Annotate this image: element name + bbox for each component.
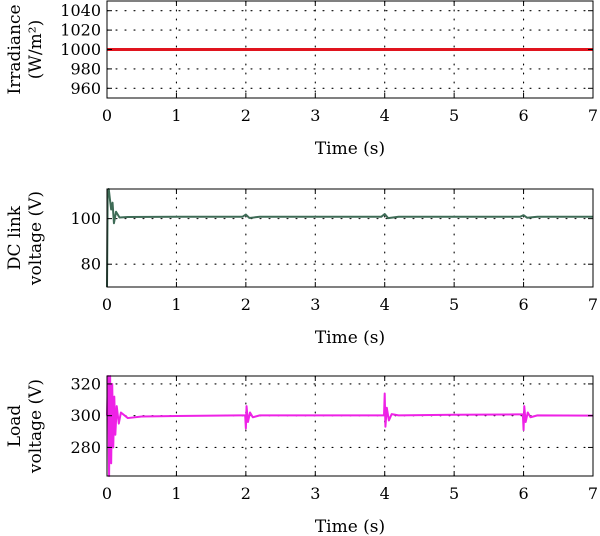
x-tick-label: 0 xyxy=(102,106,112,125)
x-tick-label: 4 xyxy=(380,106,390,125)
x-tick-label: 4 xyxy=(380,484,390,503)
y-axis-label-line: Load xyxy=(5,405,25,448)
x-tick-label: 3 xyxy=(310,106,320,125)
x-tick-label: 6 xyxy=(518,295,528,314)
x-tick-label: 1 xyxy=(171,106,181,125)
y-axis-label-line: Irradiance xyxy=(5,4,25,94)
x-tick-label: 7 xyxy=(588,295,598,314)
y-tick-label: 960 xyxy=(70,79,101,98)
x-tick-label: 0 xyxy=(102,484,112,503)
load-voltage-series-line xyxy=(106,375,594,477)
x-tick-label: 7 xyxy=(588,106,598,125)
y-axis-label-line: voltage (V) xyxy=(26,379,46,474)
x-axis-label: Time (s) xyxy=(315,328,385,348)
y-axis-label: Loadvoltage (V) xyxy=(5,379,46,474)
x-tick-label: 4 xyxy=(380,295,390,314)
y-tick-label: 100 xyxy=(70,209,101,228)
x-tick-label: 2 xyxy=(241,295,251,314)
x-tick-label: 6 xyxy=(518,484,528,503)
x-tick-label: 6 xyxy=(518,106,528,125)
x-tick-label: 1 xyxy=(171,484,181,503)
y-tick-label: 320 xyxy=(70,374,101,393)
y-tick-label: 1020 xyxy=(60,21,101,40)
y-axis-label-line: (W/m²) xyxy=(26,20,46,79)
y-axis-label: Irradiance(W/m²) xyxy=(5,4,46,94)
x-tick-label: 5 xyxy=(449,106,459,125)
dc-link-voltage-series-line xyxy=(106,188,593,288)
plot-frame xyxy=(106,375,594,477)
x-tick-label: 5 xyxy=(449,484,459,503)
x-tick-label: 5 xyxy=(449,295,459,314)
x-axis-label: Time (s) xyxy=(315,139,385,159)
x-axis-label: Time (s) xyxy=(315,517,385,536)
load-voltage-panel: 0 1 2 3 4 5 6 7 280 300 320 Time (s) Loadvoltage (V) xyxy=(5,374,598,536)
y-tick-label: 1040 xyxy=(60,1,101,20)
y-tick-label: 300 xyxy=(70,406,101,425)
plot-frame xyxy=(106,188,594,288)
y-tick-label: 280 xyxy=(70,438,101,457)
x-tick-label: 2 xyxy=(241,106,251,125)
x-tick-label: 0 xyxy=(102,295,112,314)
x-tick-label: 2 xyxy=(241,484,251,503)
x-tick-label: 3 xyxy=(310,484,320,503)
y-tick-label: 980 xyxy=(70,59,101,78)
x-tick-label: 7 xyxy=(588,484,598,503)
y-axis-label-line: DC link xyxy=(5,205,25,270)
y-tick-label: 1000 xyxy=(60,40,101,59)
y-axis-label-line: voltage (V) xyxy=(26,191,46,286)
y-tick-label: 80 xyxy=(81,255,101,274)
dc-link-voltage-panel: 0 1 2 3 4 5 6 7 80 100 Time (s) DC linkvoltage (V) xyxy=(5,188,598,348)
x-tick-label: 1 xyxy=(171,295,181,314)
y-axis-label: DC linkvoltage (V) xyxy=(5,191,46,286)
x-tick-label: 3 xyxy=(310,295,320,314)
